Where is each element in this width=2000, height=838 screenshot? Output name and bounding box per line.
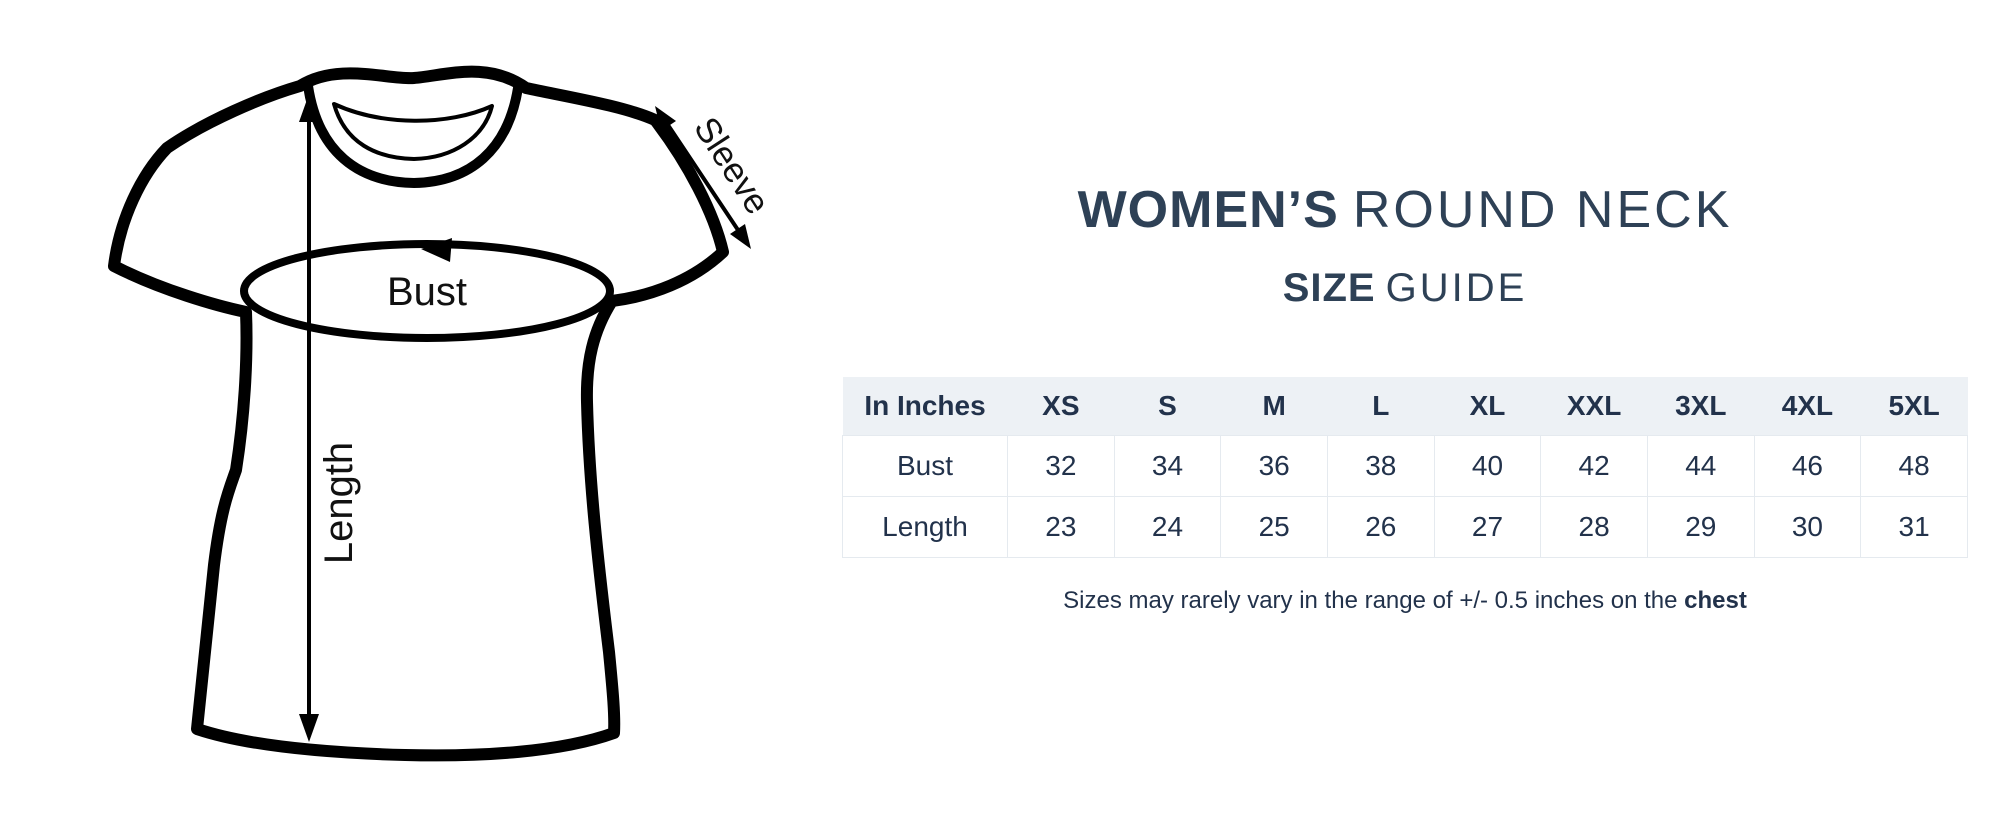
size-value-cell: 40 [1433,434,1542,497]
collar-inner [332,102,494,161]
size-value-cell: 42 [1540,434,1648,497]
size-table-row: Length 23 24 25 26 27 28 29 30 31 [842,495,1968,558]
size-value-cell: 26 [1326,495,1435,558]
size-table-header-row: In Inches XS S M L XL XXL 3XL 4XL 5XL [842,377,1968,435]
size-value-cell: 34 [1113,434,1222,497]
size-value-cell: 31 [1860,495,1968,558]
subtitle-light-part: GUIDE [1385,266,1528,310]
length-label: Length [317,442,361,564]
size-column-header: XXL [1540,377,1648,435]
tshirt-measurement-diagram: Bust Length Sleeve [108,65,777,762]
size-value-cell: 46 [1753,434,1862,497]
size-value-cell: 25 [1220,495,1328,558]
sleeve-arrow [658,111,748,244]
size-value-cell: 48 [1860,434,1968,497]
measurement-row-label: Bust [842,434,1008,497]
size-column-header: XS [1007,377,1115,435]
bust-label: Bust [387,270,467,314]
size-value-cell: 30 [1753,495,1862,558]
size-table-body: Bust 32 34 36 38 40 42 44 46 48 Length 23 24 25 26 27 28… [842,434,1968,558]
page-title: WOMEN’S ROUND NECK [842,184,1968,236]
size-value-cell: 24 [1113,495,1222,558]
title-light-part: ROUND NECK [1352,181,1733,239]
bust-measure-ellipse [240,240,614,342]
sleeve-arrowhead-bottom [730,224,751,249]
size-column-header: 5XL [1860,377,1968,435]
length-arrowhead-top [299,94,319,122]
size-column-header: M [1220,377,1328,435]
size-table-header: In Inches XS S M L XL XXL 3XL 4XL 5XL [842,377,1968,435]
footnote-emphasis: chest [1684,587,1747,614]
page-subtitle: SIZE GUIDE [842,268,1968,308]
size-column-header: L [1327,377,1435,435]
size-column-header: S [1114,377,1221,435]
unit-column-header: In Inches [842,377,1008,435]
length-arrowhead-bottom [299,714,319,742]
size-guide-panel: WOMEN’S ROUND NECK SIZE GUIDE In Inches XS S… [842,0,1968,838]
bust-arrowhead [421,238,452,262]
size-value-cell: 32 [1007,434,1115,497]
size-table: In Inches XS S M L XL XXL 3XL 4XL 5XL Bust 32 34 36 3… [842,377,1968,558]
title-bold-part: WOMEN’S [1077,181,1339,239]
size-value-cell: 36 [1220,434,1328,497]
footnote-text: Sizes may rarely vary in the range of +/… [1063,587,1685,614]
size-value-cell: 27 [1433,495,1542,558]
size-footnote: Sizes may rarely vary in the range of +/… [842,587,1968,615]
size-column-header: XL [1434,377,1541,435]
size-value-cell: 38 [1326,434,1435,497]
size-table-row: Bust 32 34 36 38 40 42 44 46 48 [842,434,1968,497]
size-value-cell: 23 [1007,495,1115,558]
measurement-row-label: Length [842,495,1008,558]
size-column-header: 4XL [1754,377,1861,435]
sleeve-arrowhead-top [655,106,676,131]
tshirt-outline [108,65,729,762]
size-column-header: 3XL [1647,377,1755,435]
size-value-cell: 44 [1646,434,1755,497]
size-value-cell: 28 [1540,495,1648,558]
size-value-cell: 29 [1646,495,1755,558]
subtitle-bold-part: SIZE [1282,266,1376,310]
